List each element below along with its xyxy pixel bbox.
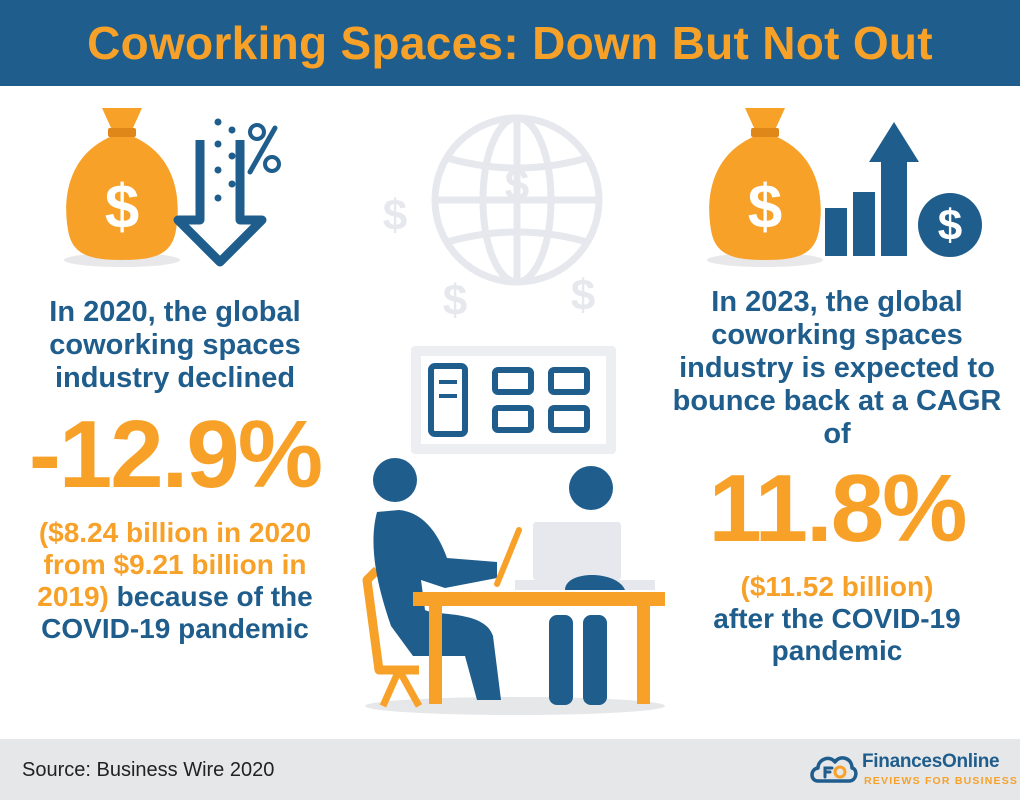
right-stat-value: 11.8%	[708, 455, 968, 562]
brand-name: FinancesOnline	[862, 751, 1000, 772]
source-citation: Source: Business Wire 2020	[22, 759, 275, 781]
globe-dollar-coworking-people-illustration: $ $ $ $	[355, 110, 675, 725]
left-detail-rest: because of the COVID-19 pandemic	[41, 581, 313, 644]
financesonline-logo[interactable]: FinancesOnline REVIEWS FOR BUSINESS	[808, 749, 1017, 793]
svg-text:$: $	[938, 201, 962, 250]
left-stat-column: In 2020, the global coworking spaces ind…	[10, 296, 340, 645]
title-banner: Coworking Spaces: Down But Not Out	[0, 0, 1020, 86]
left-detail: ($8.24 billion in 2020 from $9.21 billio…	[10, 517, 340, 645]
right-lead-text: In 2023, the global coworking spaces ind…	[672, 286, 1002, 450]
brand-tagline: REVIEWS FOR BUSINESS	[864, 775, 1019, 787]
right-detail-highlight: ($11.52 billion)	[740, 571, 934, 602]
left-detail-highlight: ($8.24 billion in 2020 from $9.21 billio…	[37, 517, 312, 612]
left-stat-value: -12.9%	[28, 401, 323, 508]
right-detail: ($11.52 billion) after the COVID-19 pand…	[662, 571, 1012, 667]
money-bag-down-arrow-percent-icon: $	[60, 100, 300, 280]
svg-text:$: $	[748, 173, 782, 242]
svg-text:$: $	[383, 191, 407, 240]
money-bag-bar-chart-up-arrow-coin-icon: $ $	[705, 100, 990, 280]
svg-text:$: $	[105, 173, 139, 242]
right-stat-column: In 2023, the global coworking spaces ind…	[662, 286, 1012, 667]
svg-text:$: $	[443, 276, 467, 325]
page-title: Coworking Spaces: Down But Not Out	[87, 17, 933, 69]
left-lead-text: In 2020, the global coworking spaces ind…	[49, 296, 301, 394]
financesonline-cloud-icon	[810, 756, 858, 783]
right-detail-rest: after the COVID-19 pandemic	[713, 603, 961, 666]
svg-text:$: $	[505, 161, 529, 210]
footer: Source: Business Wire 2020 FinancesOnlin…	[0, 739, 1020, 800]
svg-text:$: $	[571, 271, 595, 320]
